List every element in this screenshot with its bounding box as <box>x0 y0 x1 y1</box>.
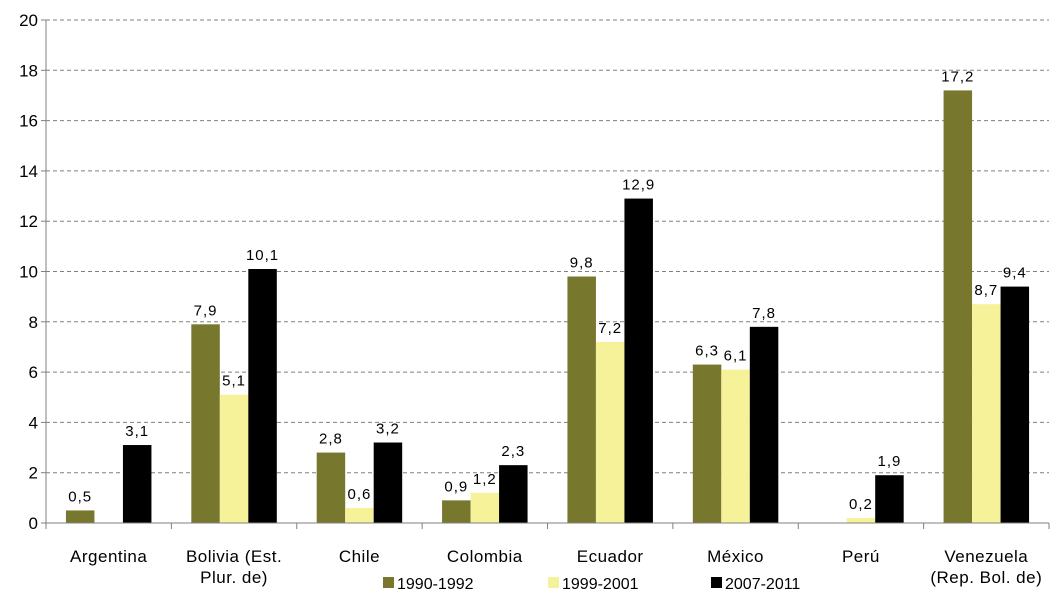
y-tick-label: 0 <box>29 514 38 533</box>
data-label: 9,4 <box>1003 265 1027 282</box>
data-label: 5,1 <box>222 373 246 390</box>
bar <box>875 475 904 523</box>
bar <box>191 324 220 523</box>
bar <box>624 198 653 523</box>
bar <box>749 326 779 523</box>
data-label: 12,9 <box>622 177 655 194</box>
category-label: Perú <box>842 547 880 566</box>
data-label: 3,1 <box>125 423 149 440</box>
data-label: 10,1 <box>246 247 279 264</box>
bar <box>692 364 722 523</box>
data-label: 3,2 <box>376 421 400 438</box>
category-labels: Argentina Bolivia (Est. Plur. de) Chile Colo… <box>70 547 1042 587</box>
y-tick-label: 6 <box>29 363 38 382</box>
data-label: 0,6 <box>348 486 372 503</box>
bar <box>65 510 95 523</box>
legend-label: 1999-2001 <box>562 576 639 593</box>
category-label: Colombia <box>447 547 523 566</box>
bar <box>846 517 876 523</box>
bar <box>219 394 249 523</box>
category-label: (Rep. Bol. de) <box>930 568 1042 587</box>
y-tick-label: 20 <box>19 11 38 30</box>
data-label: 1,9 <box>878 453 902 470</box>
data-label: 2,8 <box>319 431 343 448</box>
bar <box>345 507 374 523</box>
y-axis-ticks: 0 2 4 6 8 10 12 14 16 18 20 <box>19 11 46 533</box>
y-tick-label: 14 <box>19 162 38 181</box>
bar <box>567 276 596 523</box>
bars <box>65 90 1030 524</box>
data-label: 7,2 <box>598 320 622 337</box>
gridlines <box>46 19 1049 474</box>
legend-swatch <box>383 577 394 588</box>
data-label: 6,1 <box>724 348 748 365</box>
y-tick-label: 12 <box>19 212 38 231</box>
bar <box>499 465 528 523</box>
legend-label: 1990-1992 <box>397 576 474 593</box>
legend-swatch <box>711 577 722 588</box>
data-label: 6,3 <box>695 343 719 360</box>
y-tick-label: 2 <box>29 464 38 483</box>
category-label: Argentina <box>70 547 147 566</box>
y-tick-label: 8 <box>29 313 38 332</box>
data-label: 7,9 <box>194 302 218 319</box>
category-label: Bolivia (Est. <box>186 547 282 566</box>
y-tick-label: 10 <box>19 263 38 282</box>
category-label: Venezuela <box>944 547 1028 566</box>
category-label: México <box>707 547 764 566</box>
category-label: Chile <box>339 547 380 566</box>
y-tick-label: 18 <box>19 61 38 80</box>
data-labels: 0,5 7,9 2,8 0,9 9,8 6,3 17,2 5,1 0,6 1,2 7,2 6,1 0,2… <box>68 68 1027 513</box>
data-label: 0,9 <box>444 478 468 495</box>
bar <box>373 442 403 523</box>
bar <box>248 268 277 523</box>
legend: 1990-1992 1999-2001 2007-2011 <box>383 576 800 593</box>
category-label: Ecuador <box>577 547 644 566</box>
y-tick-label: 16 <box>19 112 38 131</box>
bar <box>943 90 973 524</box>
y-tick-label: 4 <box>29 413 38 432</box>
data-label: 0,5 <box>68 488 92 505</box>
data-label: 8,7 <box>974 282 998 299</box>
bar <box>470 492 500 523</box>
legend-swatch <box>548 577 559 588</box>
bar <box>972 304 1001 523</box>
category-label: Plur. de) <box>200 568 268 587</box>
data-label: 9,8 <box>570 255 594 272</box>
bar <box>595 341 625 523</box>
data-label: 2,3 <box>501 443 525 460</box>
data-label: 1,2 <box>473 471 497 488</box>
data-label: 7,8 <box>752 305 776 322</box>
data-label: 0,2 <box>849 496 873 513</box>
data-label: 17,2 <box>941 68 974 85</box>
legend-label: 2007-2011 <box>725 576 800 593</box>
axes <box>45 20 1050 529</box>
bar <box>1000 286 1030 523</box>
bar <box>442 500 471 523</box>
bar <box>721 369 750 523</box>
bar <box>316 452 346 523</box>
bar <box>122 445 152 523</box>
